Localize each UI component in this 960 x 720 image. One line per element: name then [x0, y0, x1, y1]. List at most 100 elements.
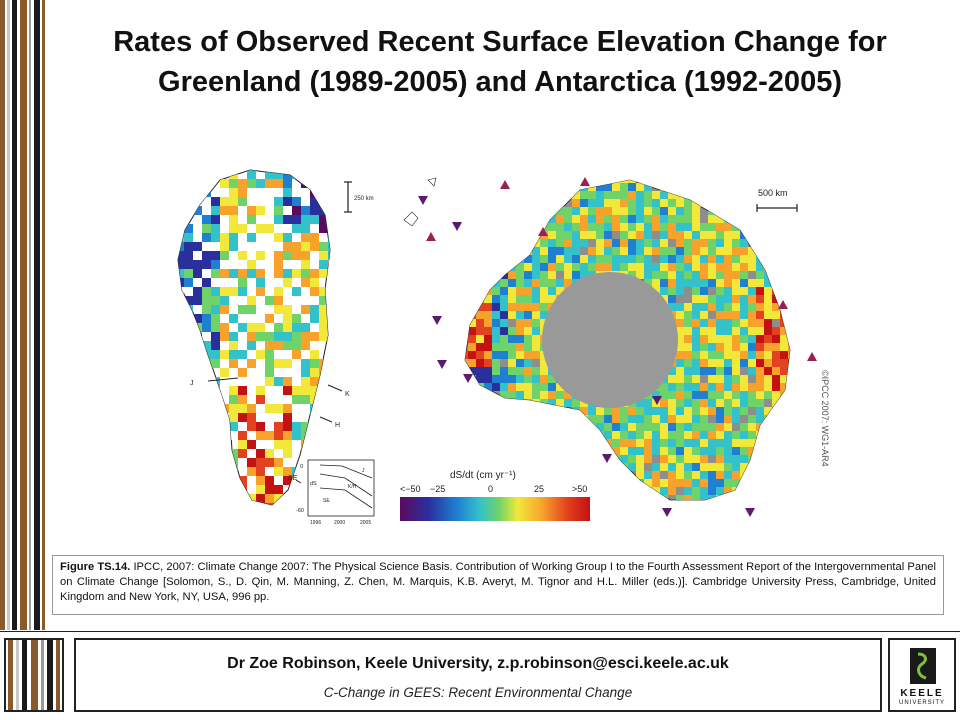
heatmap-cell: [292, 395, 301, 404]
heatmap-cell: [508, 215, 516, 223]
heatmap-cell: [740, 239, 748, 247]
heatmap-cell: [532, 455, 540, 463]
heatmap-cell: [772, 383, 780, 391]
heatmap-cell: [532, 367, 540, 375]
heatmap-cell: [644, 279, 652, 287]
ipcc-copyright: ©IPCC 2007: WG1-AR4: [820, 370, 830, 467]
heatmap-cell: [748, 199, 756, 207]
heatmap-cell: [788, 231, 790, 239]
heatmap-cell: [247, 215, 256, 224]
heatmap-cell: [580, 223, 588, 231]
heatmap-cell: [644, 471, 652, 479]
heatmap-cell: [492, 351, 500, 359]
heatmap-cell: [484, 431, 492, 439]
heatmap-cell: [283, 467, 292, 476]
heatmap-cell: [220, 242, 229, 251]
heatmap-cell: [716, 359, 724, 367]
heatmap-cell: [484, 415, 492, 423]
heatmap-cell: [636, 439, 644, 447]
heatmap-cell: [178, 170, 184, 179]
heatmap-cell: [540, 311, 548, 319]
heatmap-cell: [604, 231, 612, 239]
heatmap-cell: [788, 447, 790, 455]
heatmap-cell: [283, 269, 292, 278]
heatmap-cell: [178, 314, 184, 323]
heatmap-cell: [732, 255, 740, 263]
heatmap-cell: [676, 279, 684, 287]
heatmap-cell: [556, 391, 564, 399]
heatmap-cell: [588, 263, 596, 271]
heatmap-cell: [468, 311, 476, 319]
heatmap-cell: [301, 260, 310, 269]
keele-university-logo: KEELE UNIVERSITY: [888, 638, 956, 712]
heatmap-cell: [620, 415, 628, 423]
heatmap-cell: [274, 323, 283, 332]
heatmap-cell: [265, 323, 274, 332]
heatmap-cell: [740, 303, 748, 311]
heatmap-cell: [604, 431, 612, 439]
heatmap-cell: [548, 223, 556, 231]
heatmap-cell: [740, 295, 748, 303]
heatmap-cell: [612, 487, 620, 495]
heatmap-cell: [500, 439, 508, 447]
heatmap-cell: [465, 287, 468, 295]
heatmap-cell: [256, 233, 265, 242]
heatmap-cell: [184, 458, 193, 467]
heatmap-cell: [660, 239, 668, 247]
heatmap-cell: [588, 191, 596, 199]
heatmap-cell: [572, 215, 580, 223]
heatmap-cell: [708, 447, 716, 455]
heatmap-cell: [508, 343, 516, 351]
heatmap-cell: [193, 188, 202, 197]
heatmap-cell: [238, 440, 247, 449]
site-triangle-up: [807, 352, 817, 361]
heatmap-cell: [193, 467, 202, 476]
heatmap-cell: [283, 422, 292, 431]
decorative-stripes: [0, 0, 48, 630]
heatmap-cell: [540, 263, 548, 271]
heatmap-cell: [256, 449, 265, 458]
heatmap-cell: [292, 494, 301, 503]
heatmap-cell: [668, 303, 676, 311]
heatmap-cell: [780, 463, 788, 471]
heatmap-cell: [211, 233, 220, 242]
heatmap-cell: [310, 386, 319, 395]
heatmap-cell: [524, 415, 532, 423]
heatmap-cell: [628, 423, 636, 431]
heatmap-cell: [780, 471, 788, 479]
heatmap-cell: [465, 399, 468, 407]
heatmap-cell: [628, 439, 636, 447]
heatmap-cell: [548, 279, 556, 287]
heatmap-cell: [764, 447, 772, 455]
heatmap-cell: [211, 215, 220, 224]
heatmap-cell: [540, 215, 548, 223]
heatmap-cell: [556, 207, 564, 215]
heatmap-cell: [748, 359, 756, 367]
heatmap-cell: [772, 231, 780, 239]
heatmap-cell: [256, 503, 265, 505]
heatmap-cell: [310, 224, 319, 233]
heatmap-cell: [265, 251, 274, 260]
heatmap-cell: [692, 375, 700, 383]
heatmap-cell: [700, 495, 708, 500]
heatmap-cell: [500, 279, 508, 287]
heatmap-cell: [516, 367, 524, 375]
heatmap-cell: [724, 180, 732, 183]
heatmap-cell: [700, 335, 708, 343]
heatmap-cell: [516, 399, 524, 407]
heatmap-cell: [524, 255, 532, 263]
heatmap-cell: [532, 180, 540, 183]
heatmap-cell: [532, 287, 540, 295]
antarctica-map: 500 km ©IPCC 2007: WG1-AR4: [403, 177, 830, 517]
heatmap-cell: [764, 303, 772, 311]
heatmap-cell: [716, 447, 724, 455]
heatmap-cell: [274, 206, 283, 215]
heatmap-cell: [476, 239, 484, 247]
heatmap-cell: [492, 255, 500, 263]
heatmap-cell: [556, 423, 564, 431]
heatmap-cell: [265, 494, 274, 503]
heatmap-cell: [548, 431, 556, 439]
colorbar: dS/dt (cm yr⁻¹) <−50 −25 0 25 >50: [400, 470, 590, 521]
svg-text:2000: 2000: [334, 520, 345, 526]
heatmap-cell: [247, 422, 256, 431]
